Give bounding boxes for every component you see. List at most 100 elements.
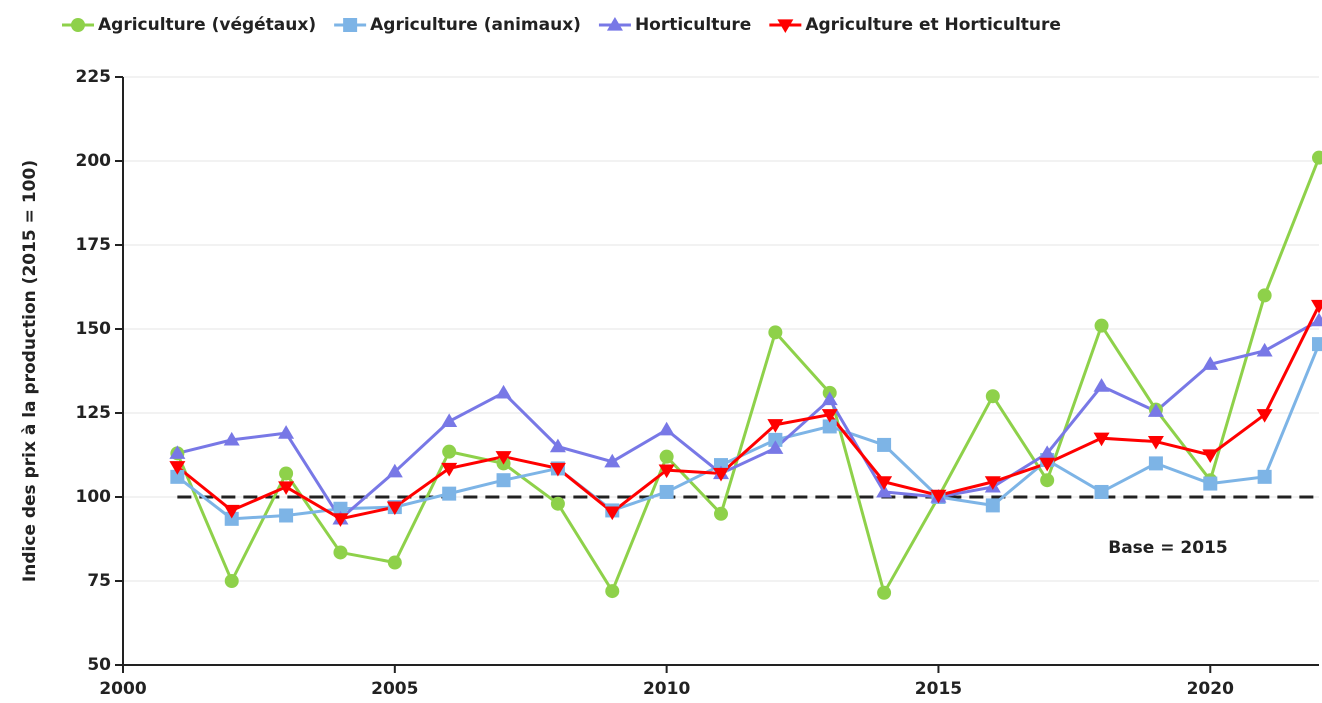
marker	[1040, 473, 1055, 488]
marker	[604, 506, 621, 521]
marker	[777, 19, 794, 33]
x-tick-label: 2015	[915, 679, 962, 699]
marker	[549, 462, 566, 477]
marker	[170, 469, 185, 484]
marker	[1039, 457, 1056, 472]
y-tick-label: 50	[87, 655, 111, 675]
series-line	[176, 343, 1321, 521]
annotation: Base = 2015	[1108, 538, 1227, 558]
marker	[1202, 356, 1219, 370]
marker	[658, 464, 675, 479]
y-tick-label: 100	[76, 487, 112, 507]
y-tick-label: 75	[87, 571, 111, 591]
marker	[1256, 342, 1273, 357]
marker	[658, 421, 675, 436]
marker	[984, 476, 1001, 490]
series-line	[176, 304, 1321, 521]
marker	[332, 513, 349, 527]
y-tick-label: 125	[76, 403, 112, 423]
marker	[223, 431, 240, 446]
marker	[876, 476, 893, 490]
x-tick-label: 2010	[643, 679, 690, 699]
y-tick-label: 175	[76, 235, 112, 255]
marker	[1312, 337, 1322, 352]
marker	[279, 508, 294, 523]
legend-label: Agriculture (animaux)	[370, 15, 581, 35]
marker	[876, 483, 893, 498]
series-line	[177, 319, 1320, 522]
x-tick-label: 2020	[1187, 679, 1234, 699]
marker	[1094, 318, 1109, 333]
y-tick-label: 225	[76, 67, 112, 87]
marker	[768, 325, 783, 340]
y-tick-label: 200	[76, 151, 112, 171]
marker	[1257, 469, 1272, 484]
marker	[1203, 476, 1218, 491]
marker	[495, 384, 512, 399]
marker	[877, 437, 892, 452]
marker	[387, 555, 402, 570]
legend-label: Horticulture	[635, 15, 751, 35]
marker	[659, 449, 674, 464]
marker	[714, 506, 728, 521]
marker	[333, 501, 348, 516]
legend-label: Agriculture et Horticulture	[805, 15, 1061, 35]
marker	[441, 413, 458, 427]
marker	[1148, 456, 1163, 471]
marker	[768, 432, 783, 447]
marker	[1256, 409, 1273, 423]
marker	[495, 451, 512, 465]
marker	[767, 419, 784, 433]
marker	[1312, 150, 1322, 165]
marker	[1311, 312, 1322, 327]
marker	[1202, 449, 1219, 463]
marker	[223, 504, 240, 519]
marker	[1094, 484, 1109, 499]
marker	[1093, 432, 1110, 447]
marker	[1147, 435, 1164, 450]
marker	[713, 467, 729, 482]
marker	[169, 445, 186, 459]
marker	[1311, 299, 1322, 314]
marker	[549, 438, 566, 453]
marker	[1147, 403, 1164, 417]
marker	[496, 473, 511, 488]
marker	[1257, 288, 1272, 303]
marker	[767, 440, 784, 454]
marker	[386, 463, 403, 478]
series-line	[175, 157, 1321, 597]
marker	[386, 501, 403, 516]
marker	[985, 498, 1000, 513]
marker	[604, 453, 621, 468]
x-tick-label: 2000	[99, 679, 146, 699]
y-axis-label: Indice des prix à la production (2015 = …	[20, 160, 40, 582]
marker	[821, 409, 838, 423]
marker	[224, 511, 239, 526]
x-tick-label: 2005	[371, 679, 418, 699]
marker	[442, 444, 457, 459]
marker	[1093, 378, 1110, 392]
marker	[821, 391, 838, 406]
marker	[441, 462, 458, 477]
legend-label: Agriculture (végétaux)	[98, 15, 316, 35]
marker	[278, 481, 295, 495]
marker	[279, 466, 294, 481]
marker	[877, 585, 892, 600]
marker	[333, 545, 348, 560]
y-tick-label: 150	[76, 319, 112, 339]
marker	[550, 496, 565, 511]
marker	[278, 425, 295, 439]
marker	[1039, 445, 1056, 459]
marker	[659, 484, 674, 499]
marker	[605, 584, 620, 599]
marker	[442, 486, 457, 501]
marker	[606, 17, 623, 31]
marker	[224, 574, 239, 588]
marker	[930, 489, 947, 504]
marker	[985, 389, 1000, 404]
marker	[71, 18, 85, 32]
marker	[169, 461, 186, 475]
marker	[343, 18, 358, 32]
marker	[822, 419, 837, 434]
